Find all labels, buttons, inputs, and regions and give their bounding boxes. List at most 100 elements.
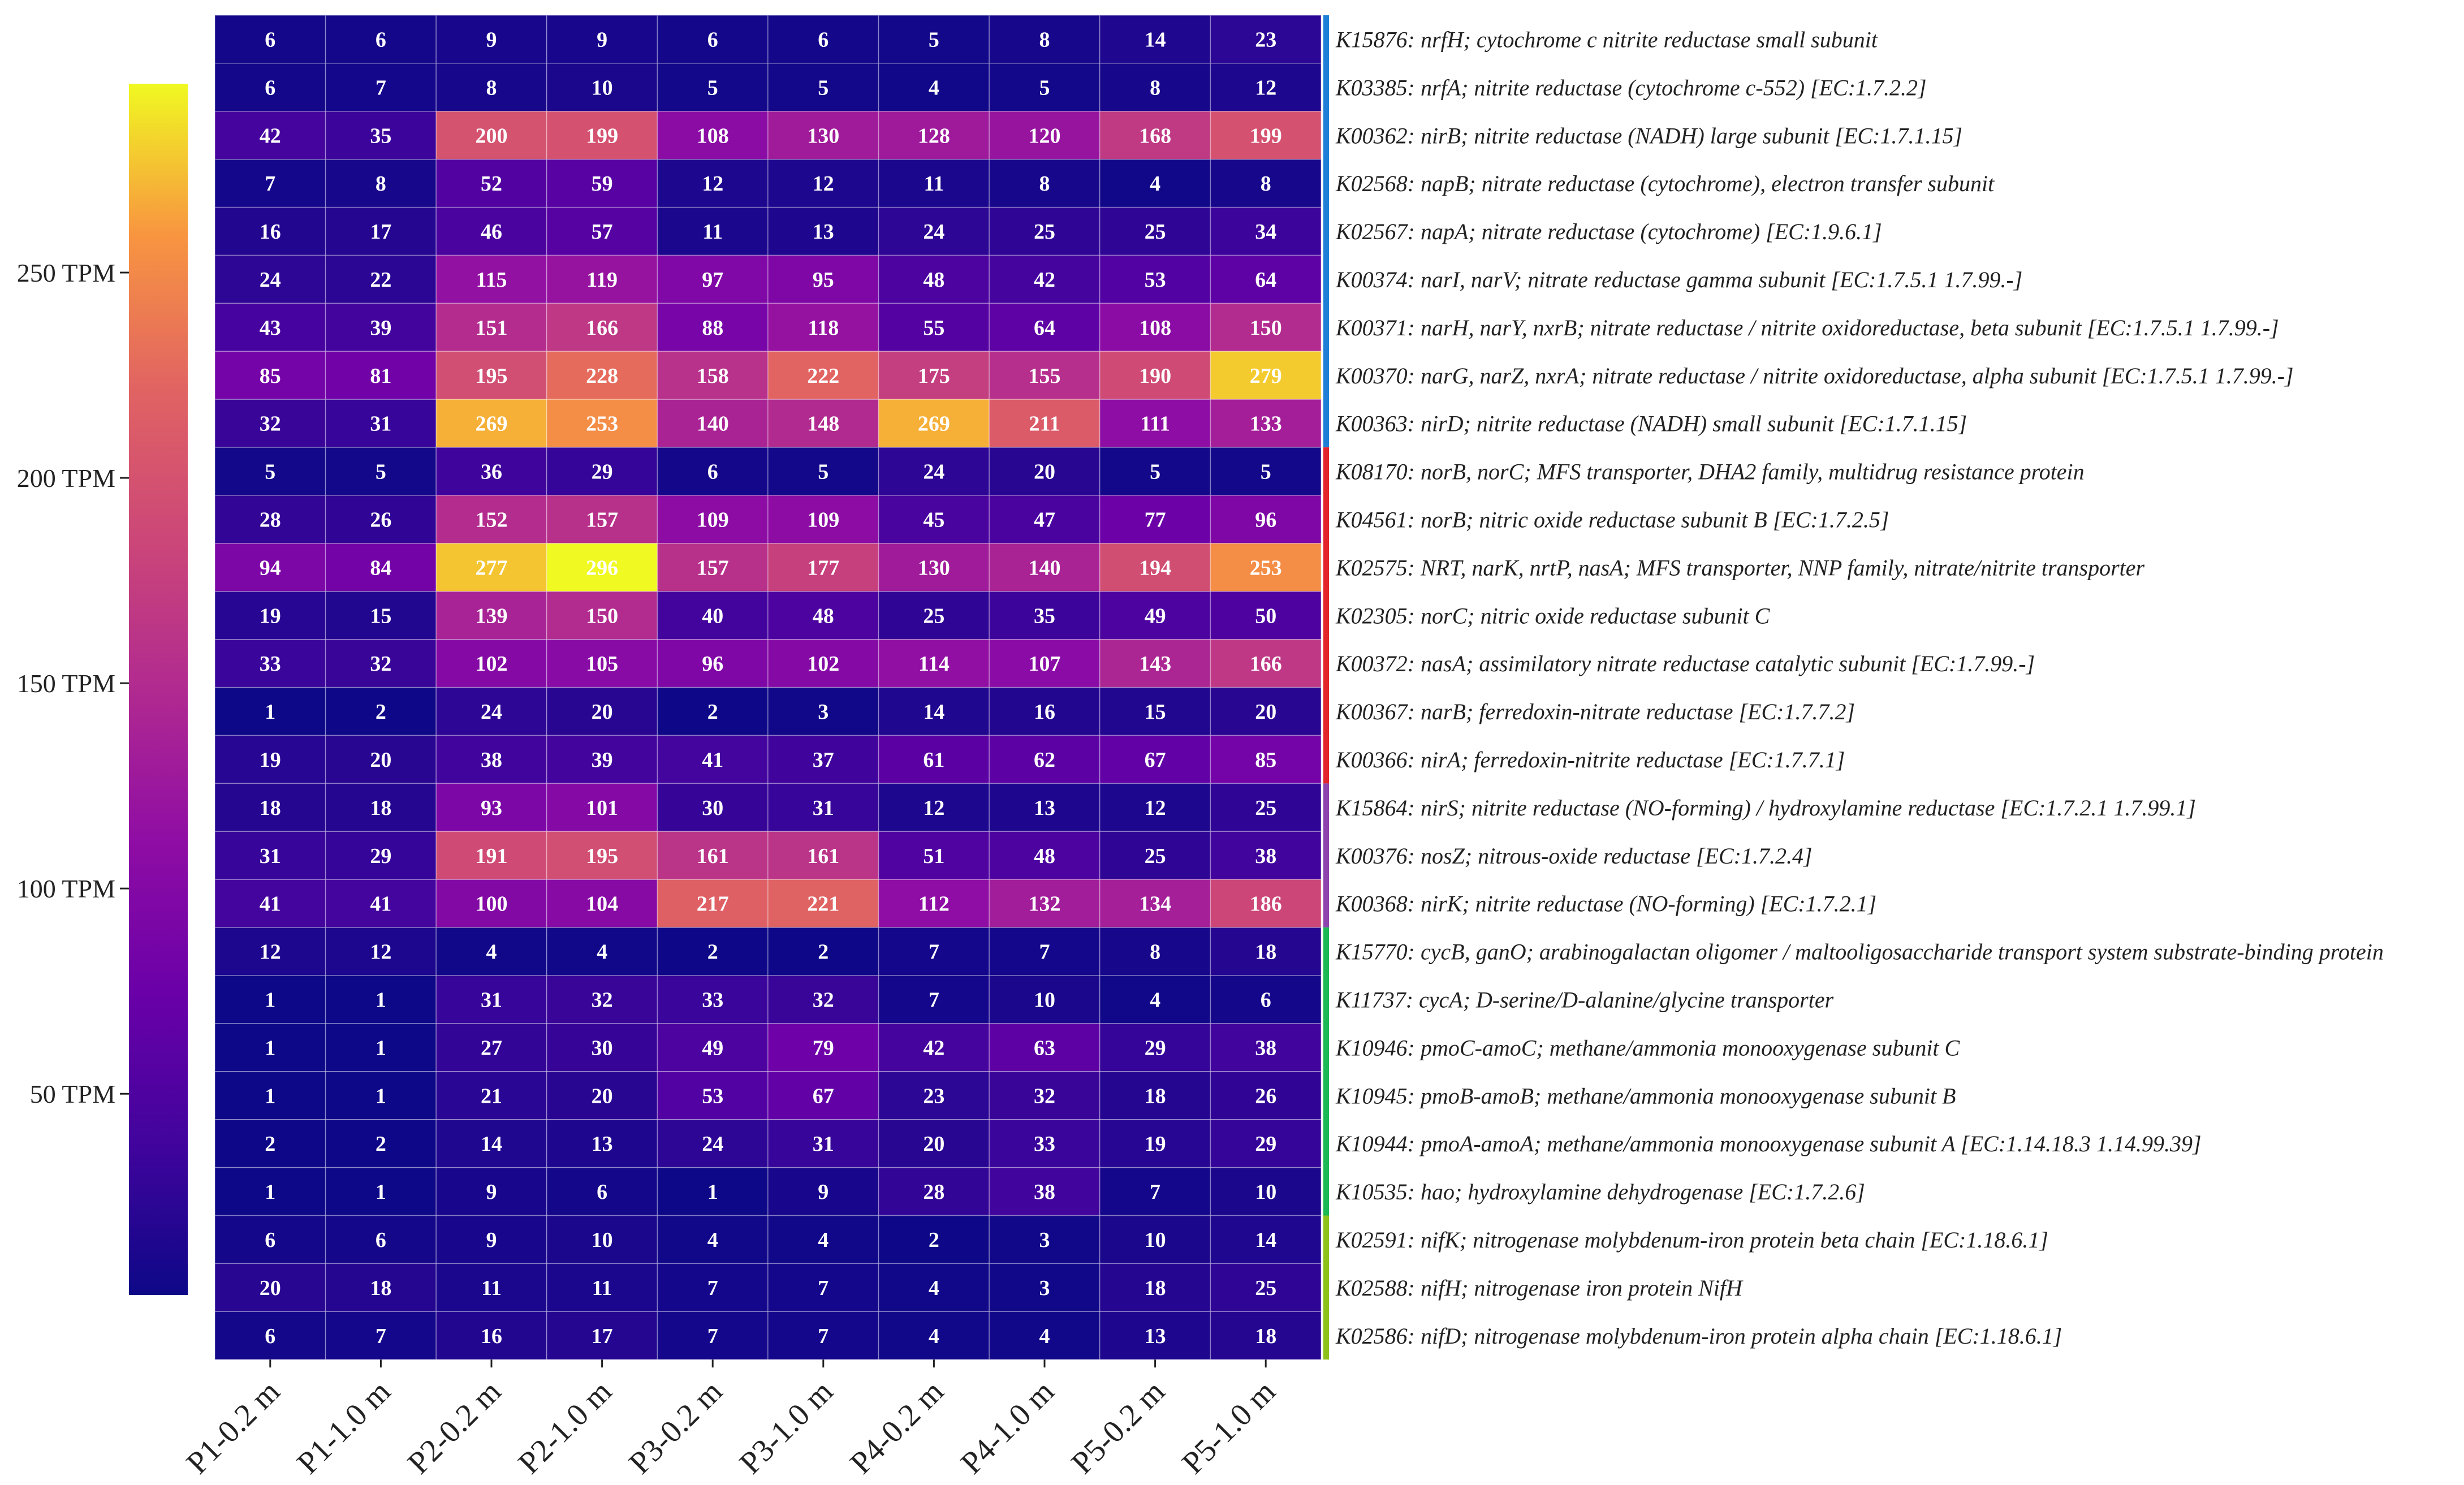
- cell-value-label: 158: [697, 364, 729, 388]
- cell-value-label: 29: [1255, 1132, 1276, 1156]
- heatmap-cell: [1210, 1071, 1322, 1120]
- cell-value-label: 20: [592, 700, 613, 724]
- cell-value-label: 7: [818, 1324, 828, 1348]
- cell-value-label: 52: [481, 172, 502, 196]
- cell-value-label: 7: [707, 1276, 718, 1300]
- cell-value-label: 26: [370, 508, 391, 532]
- cell-value-label: 61: [923, 748, 944, 772]
- cell-value-label: 45: [923, 508, 944, 532]
- heatmap-cell: [878, 687, 990, 736]
- cell-value-label: 13: [592, 1132, 613, 1156]
- heatmap-cell: [1099, 1071, 1211, 1120]
- heatmap-cell: [767, 303, 879, 352]
- column-label: P5-0.2 m: [1065, 1374, 1172, 1481]
- cell-value-label: 28: [260, 508, 281, 532]
- heatmap-cell: [989, 1071, 1101, 1120]
- heatmap-cell: [878, 495, 990, 544]
- row-label: K11737: cycA; D-serine/D-alanine/glycine…: [1335, 987, 1834, 1012]
- heatmap-cell: [435, 735, 547, 784]
- cell-value-label: 27: [481, 1036, 502, 1060]
- column-label: P5-1.0 m: [1175, 1374, 1282, 1481]
- cell-value-label: 48: [923, 268, 944, 292]
- cell-value-label: 33: [702, 988, 723, 1012]
- heatmap-cell: [989, 399, 1101, 448]
- heatmap-cell: [325, 1071, 437, 1120]
- heatmap-cell: [767, 687, 879, 736]
- cell-value-label: 5: [376, 460, 386, 484]
- cell-value-label: 217: [697, 892, 729, 916]
- heatmap-cell: [989, 1263, 1101, 1313]
- cell-value-label: 2: [707, 700, 718, 724]
- cell-value-label: 43: [260, 316, 281, 340]
- cell-value-label: 31: [813, 796, 834, 820]
- cell-value-label: 19: [1145, 1132, 1166, 1156]
- heatmap-cell: [1099, 158, 1211, 208]
- heatmap-cell: [546, 254, 658, 304]
- heatmap-cell: [767, 1071, 879, 1120]
- heatmap-cell: [767, 1023, 879, 1072]
- heatmap-cell: [767, 1215, 879, 1264]
- row-label: K00366: nirA; ferredoxin-nitrite reducta…: [1335, 747, 1845, 772]
- cell-value-label: 7: [376, 1324, 386, 1348]
- heatmap-cell: [435, 927, 547, 976]
- heatmap-cell: [546, 206, 658, 256]
- colorbar-tick-label: 150 TPM: [17, 669, 115, 698]
- cell-value-label: 109: [807, 508, 839, 532]
- heatmap-cell: [546, 1311, 658, 1360]
- cell-value-label: 62: [1034, 748, 1055, 772]
- cell-value-label: 18: [1255, 1324, 1276, 1348]
- cell-value-label: 49: [1145, 604, 1166, 628]
- cell-value-label: 25: [1145, 844, 1166, 868]
- heatmap-cell: [767, 111, 879, 160]
- cell-value-label: 84: [370, 556, 391, 580]
- heatmap-cell: [214, 351, 326, 400]
- cell-value-label: 15: [370, 604, 391, 628]
- row-label: K02567: napA; nitrate reductase (cytochr…: [1335, 219, 1882, 244]
- cell-value-label: 33: [260, 652, 281, 676]
- cell-value-label: 7: [265, 172, 275, 196]
- cell-value-label: 24: [481, 700, 502, 724]
- cell-value-label: 7: [929, 988, 939, 1012]
- heatmap-cell: [878, 1311, 990, 1360]
- heatmap-cell: [435, 591, 547, 640]
- cell-value-label: 42: [1034, 268, 1055, 292]
- row-group-bar: [1323, 1215, 1329, 1360]
- cell-value-label: 4: [818, 1228, 828, 1252]
- cell-value-label: 23: [923, 1084, 944, 1108]
- heatmap-cell: [989, 591, 1101, 640]
- cell-value-label: 1: [376, 1180, 386, 1204]
- heatmap-cell: [657, 735, 769, 784]
- cell-value-label: 20: [1034, 460, 1055, 484]
- cell-value-label: 47: [1034, 508, 1055, 532]
- cell-value-label: 22: [370, 268, 391, 292]
- heatmap-cell: [325, 351, 437, 400]
- cell-value-label: 5: [929, 28, 939, 51]
- heatmap-cell: [657, 1215, 769, 1264]
- heatmap-cell: [325, 447, 437, 496]
- heatmap-cell: [989, 1023, 1101, 1072]
- heatmap-cell: [767, 63, 879, 112]
- heatmap-cell: [325, 206, 437, 256]
- heatmap-cell: [657, 111, 769, 160]
- colorbar-tick-label: 200 TPM: [17, 464, 115, 493]
- cell-value-label: 26: [1255, 1084, 1276, 1108]
- cell-value-label: 81: [370, 364, 391, 388]
- heatmap-cell: [767, 447, 879, 496]
- row-label: K10945: pmoB-amoB; methane/ammonia monoo…: [1335, 1083, 1956, 1108]
- row-label: K02305: norC; nitric oxide reductase sub…: [1335, 603, 1771, 628]
- cell-value-label: 32: [813, 988, 834, 1012]
- heatmap-cell: [1099, 303, 1211, 352]
- cell-value-label: 8: [376, 172, 386, 196]
- heatmap-cell: [435, 399, 547, 448]
- cell-value-label: 10: [1034, 988, 1055, 1012]
- row-group-bar: [1323, 927, 1329, 1216]
- cell-value-label: 4: [1039, 1324, 1050, 1348]
- heatmap-cell: [1099, 831, 1211, 880]
- cell-value-label: 195: [476, 364, 508, 388]
- heatmap-cell: [435, 1119, 547, 1168]
- cell-value-label: 130: [807, 124, 839, 148]
- cell-value-label: 9: [486, 28, 497, 51]
- heatmap-cell: [546, 111, 658, 160]
- cell-value-label: 18: [1145, 1276, 1166, 1300]
